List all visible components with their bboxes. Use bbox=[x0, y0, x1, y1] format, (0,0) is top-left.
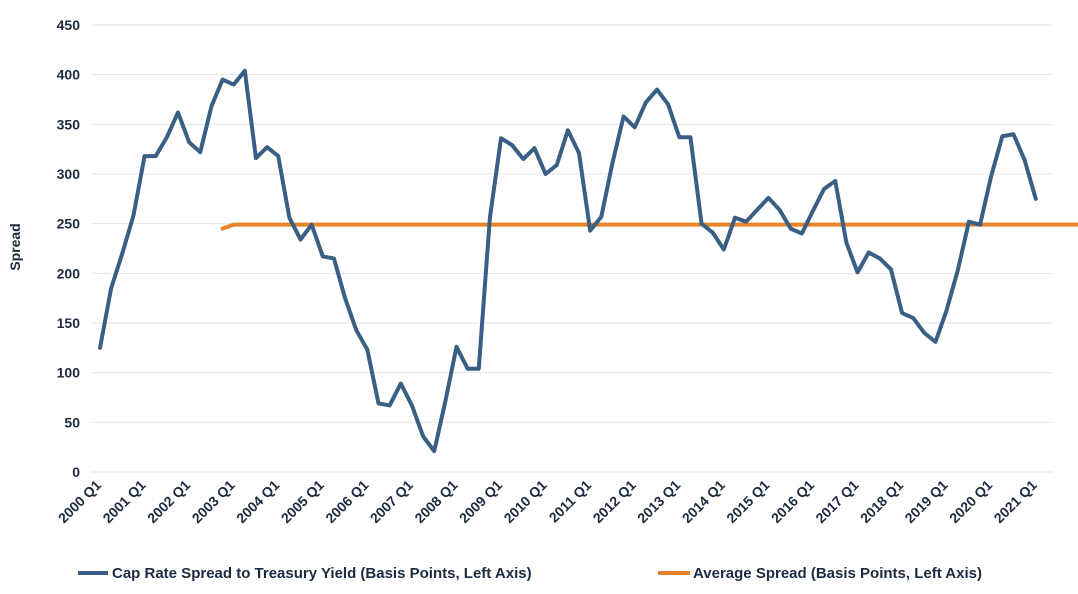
y-tick-label: 450 bbox=[57, 17, 81, 33]
x-tick-label: 2021 Q1 bbox=[991, 477, 1040, 526]
x-tick-label: 2014 Q1 bbox=[679, 477, 728, 526]
x-tick-label: 2003 Q1 bbox=[189, 477, 238, 526]
y-tick-label: 200 bbox=[57, 265, 81, 281]
x-tick-label: 2016 Q1 bbox=[768, 477, 817, 526]
y-tick-label: 250 bbox=[57, 216, 81, 232]
x-tick-label: 2011 Q1 bbox=[546, 477, 595, 526]
series-1 bbox=[220, 222, 1078, 231]
y-tick-label: 50 bbox=[64, 414, 80, 430]
y-tick-labels: 0 50 100 150 200 250 300 350 400 450 bbox=[57, 17, 81, 480]
x-tick-label: 2006 Q1 bbox=[322, 477, 371, 526]
legend: Cap Rate Spread to Treasury Yield (Basis… bbox=[78, 565, 982, 582]
x-tick-label: 2005 Q1 bbox=[278, 477, 327, 526]
x-tick-label: 2009 Q1 bbox=[456, 477, 505, 526]
x-tick-label: 2013 Q1 bbox=[634, 477, 683, 526]
x-tick-label: 2007 Q1 bbox=[367, 477, 416, 526]
x-tick-label: 2004 Q1 bbox=[233, 477, 282, 526]
series-line-1 bbox=[220, 222, 1078, 231]
x-tick-label: 2001 Q1 bbox=[99, 477, 148, 526]
legend-item-average: Average Spread (Basis Points, Left Axis) bbox=[658, 565, 982, 582]
x-tick-label: 2019 Q1 bbox=[901, 477, 950, 526]
y-tick-label: 150 bbox=[57, 315, 81, 331]
x-tick-label: 2008 Q1 bbox=[411, 477, 460, 526]
y-tick-label: 100 bbox=[57, 365, 81, 381]
x-tick-label: 2018 Q1 bbox=[857, 477, 906, 526]
x-tick-label: 2000 Q1 bbox=[55, 477, 104, 526]
x-tick-label: 2010 Q1 bbox=[500, 477, 549, 526]
series-line-0 bbox=[98, 68, 1038, 454]
gridlines bbox=[92, 24, 1053, 473]
series-0 bbox=[98, 68, 1038, 454]
legend-item-spread: Cap Rate Spread to Treasury Yield (Basis… bbox=[78, 565, 532, 582]
x-tick-label: 2015 Q1 bbox=[723, 477, 772, 526]
y-tick-label: 350 bbox=[57, 116, 81, 132]
x-tick-label: 2012 Q1 bbox=[590, 477, 639, 526]
y-tick-label: 300 bbox=[57, 166, 81, 182]
y-tick-label: 400 bbox=[57, 67, 81, 83]
legend-label-spread: Cap Rate Spread to Treasury Yield (Basis… bbox=[112, 565, 532, 582]
y-tick-label: 0 bbox=[72, 464, 80, 480]
x-tick-label: 2020 Q1 bbox=[946, 477, 995, 526]
x-tick-label: 2002 Q1 bbox=[144, 477, 193, 526]
x-tick-label: 2017 Q1 bbox=[812, 477, 861, 526]
y-axis-title: Spread bbox=[7, 223, 23, 270]
legend-label-average: Average Spread (Basis Points, Left Axis) bbox=[693, 565, 982, 582]
series-lines bbox=[98, 68, 1078, 454]
